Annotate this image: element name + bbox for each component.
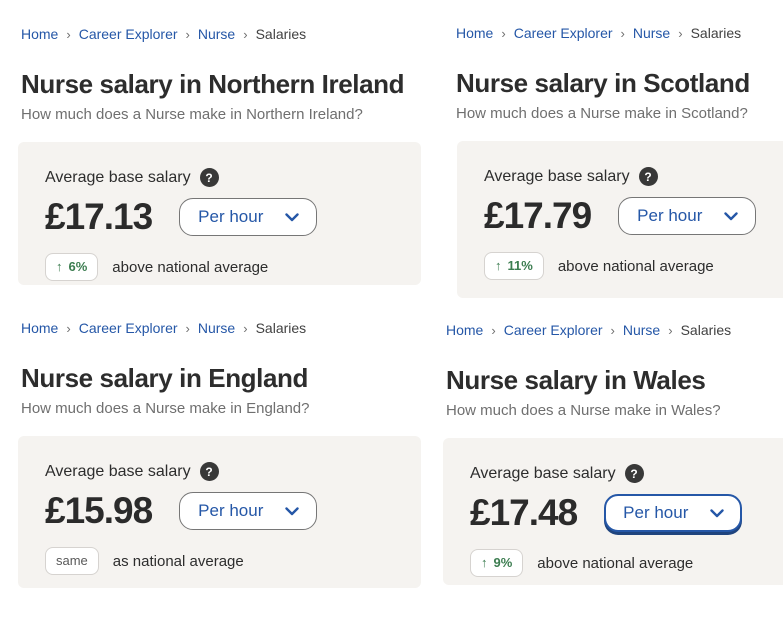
breadcrumb-separator: › — [668, 323, 673, 338]
badge-value: 9% — [493, 555, 513, 570]
pay-period-dropdown[interactable]: Per hour — [179, 492, 318, 530]
breadcrumb-link-nurse[interactable]: Nurse — [197, 320, 236, 336]
pay-period-dropdown[interactable]: Per hour — [179, 198, 318, 236]
breadcrumb-link-career-explorer[interactable]: Career Explorer — [503, 322, 603, 338]
breadcrumb-separator: › — [185, 27, 190, 42]
breadcrumb-link-home[interactable]: Home — [456, 25, 494, 41]
breadcrumb-separator: › — [243, 321, 248, 336]
breadcrumb-link-career-explorer[interactable]: Career Explorer — [78, 320, 178, 336]
national-average-badge: ↑ 9% — [470, 549, 524, 577]
breadcrumb-link-home[interactable]: Home — [21, 26, 59, 42]
page-subtitle: How much does a Nurse make in Wales? — [446, 402, 721, 419]
badge-note: above national average — [112, 258, 269, 276]
help-icon[interactable]: ? — [624, 464, 644, 483]
page-title: Nurse salary in Northern Ireland — [21, 69, 405, 99]
breadcrumb-separator: › — [620, 26, 625, 41]
breadcrumb-separator: › — [610, 323, 615, 338]
page-title: Nurse salary in Scotland — [456, 68, 750, 98]
badge-note: above national average — [557, 257, 714, 275]
pay-period-value: Per hour — [198, 207, 264, 226]
badge-value: 11% — [507, 258, 533, 273]
breadcrumb-link-career-explorer[interactable]: Career Explorer — [78, 26, 178, 42]
page-subtitle: How much does a Nurse make in England? — [21, 400, 310, 417]
salary-amount: £17.79 — [484, 195, 592, 236]
breadcrumb-link-nurse[interactable]: Nurse — [632, 25, 671, 41]
breadcrumb-separator: › — [491, 323, 496, 338]
salary-amount: £17.48 — [470, 492, 578, 533]
pay-period-value: Per hour — [623, 503, 689, 522]
salary-page-wales: Home › Career Explorer › Nurse › Salarie… — [440, 310, 783, 619]
salary-card: Average base salary ? £15.98 Per hour sa… — [18, 436, 421, 588]
chevron-down-icon — [724, 211, 739, 221]
breadcrumb-separator: › — [185, 321, 190, 336]
arrow-up-icon: ↑ — [481, 555, 488, 570]
breadcrumb: Home › Career Explorer › Nurse › Salarie… — [456, 25, 783, 42]
breadcrumb-link-career-explorer[interactable]: Career Explorer — [513, 25, 613, 41]
page-subtitle: How much does a Nurse make in Northern I… — [21, 106, 363, 123]
salary-page-scotland: Home › Career Explorer › Nurse › Salarie… — [440, 0, 783, 310]
salary-amount: £17.13 — [45, 196, 153, 237]
badge-value: 6% — [68, 259, 88, 274]
salary-card: Average base salary ? £17.48 Per hour ↑ … — [443, 438, 783, 585]
pay-period-dropdown[interactable]: Per hour — [604, 494, 743, 532]
national-average-badge: ↑ 6% — [45, 253, 99, 281]
page-title: Nurse salary in Wales — [446, 365, 706, 395]
salary-page-england: Home › Career Explorer › Nurse › Salarie… — [0, 310, 440, 619]
chevron-down-icon — [285, 506, 300, 516]
breadcrumb-current: Salaries — [255, 26, 307, 42]
arrow-up-icon: ↑ — [56, 259, 63, 274]
breadcrumb-link-home[interactable]: Home — [21, 320, 59, 336]
national-average-badge: ↑ 11% — [484, 252, 544, 280]
page-title: Nurse salary in England — [21, 363, 309, 393]
national-average-badge: same — [45, 547, 99, 575]
page-subtitle: How much does a Nurse make in Scotland? — [456, 105, 748, 122]
chevron-down-icon — [285, 212, 300, 222]
breadcrumb-separator: › — [501, 26, 506, 41]
help-icon[interactable]: ? — [199, 462, 219, 481]
breadcrumb-separator: › — [66, 27, 71, 42]
chevron-down-icon — [710, 508, 725, 518]
salary-label: Average base salary — [45, 169, 191, 186]
salary-label: Average base salary — [484, 168, 630, 185]
salary-label: Average base salary — [470, 465, 616, 482]
help-icon[interactable]: ? — [638, 167, 658, 186]
breadcrumb: Home › Career Explorer › Nurse › Salarie… — [21, 320, 440, 337]
breadcrumb-link-home[interactable]: Home — [446, 322, 484, 338]
breadcrumb-current: Salaries — [255, 320, 307, 336]
breadcrumb: Home › Career Explorer › Nurse › Salarie… — [21, 26, 440, 43]
salary-label: Average base salary — [45, 463, 191, 480]
badge-note: above national average — [537, 554, 694, 572]
arrow-up-icon: ↑ — [495, 258, 502, 273]
salary-page-northern-ireland: Home › Career Explorer › Nurse › Salarie… — [0, 0, 440, 310]
pay-period-value: Per hour — [637, 206, 703, 225]
breadcrumb-separator: › — [66, 321, 71, 336]
badge-note: as national average — [112, 552, 244, 570]
salary-card: Average base salary ? £17.79 Per hour ↑ … — [457, 141, 783, 298]
badge-value: same — [56, 553, 88, 568]
breadcrumb-separator: › — [678, 26, 683, 41]
breadcrumb: Home › Career Explorer › Nurse › Salarie… — [446, 322, 783, 339]
pay-period-dropdown[interactable]: Per hour — [618, 197, 757, 235]
breadcrumb-link-nurse[interactable]: Nurse — [197, 26, 236, 42]
salary-amount: £15.98 — [45, 490, 153, 531]
pay-period-value: Per hour — [198, 501, 264, 520]
breadcrumb-current: Salaries — [680, 322, 732, 338]
help-icon[interactable]: ? — [199, 168, 219, 187]
breadcrumb-current: Salaries — [690, 25, 742, 41]
breadcrumb-separator: › — [243, 27, 248, 42]
salary-card: Average base salary ? £17.13 Per hour ↑ … — [18, 142, 421, 285]
breadcrumb-link-nurse[interactable]: Nurse — [622, 322, 661, 338]
